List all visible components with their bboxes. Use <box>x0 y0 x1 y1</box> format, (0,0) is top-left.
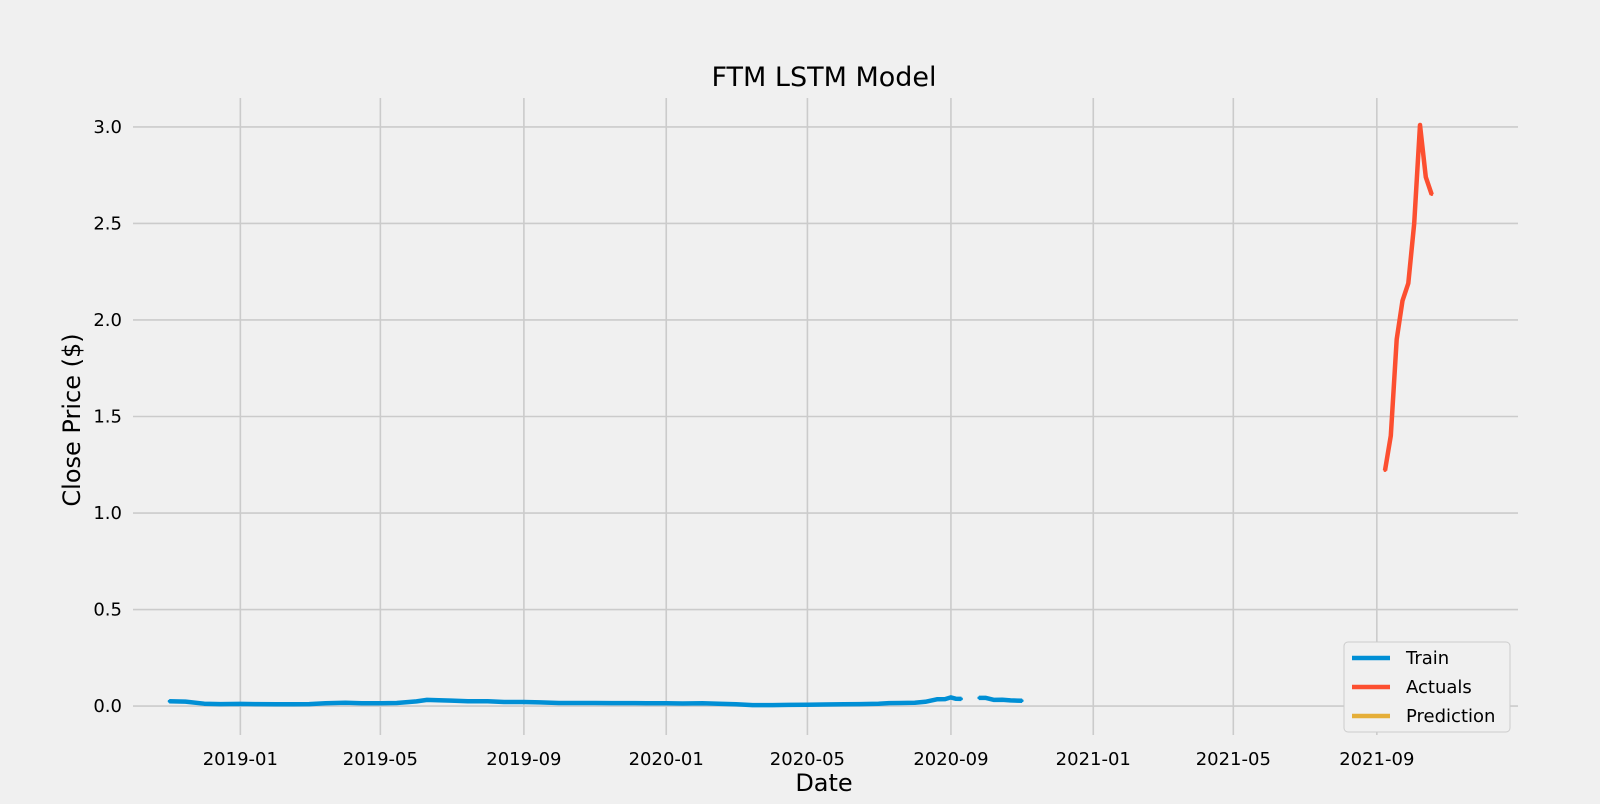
actuals-data-point <box>1430 193 1434 196</box>
train-data-point <box>360 701 364 705</box>
train-data-point <box>770 703 774 707</box>
y-tick-label: 3.0 <box>93 117 122 138</box>
y-tick-label: 0.0 <box>93 696 122 717</box>
train-data-point <box>466 699 470 703</box>
x-tick-label: 2020-09 <box>913 749 988 770</box>
actuals-data-point <box>1418 123 1422 127</box>
actuals-legend-label: Actuals <box>1406 677 1472 698</box>
train-data-point <box>949 695 953 699</box>
x-tick-label: 2021-01 <box>1056 749 1131 770</box>
train-data-point <box>842 702 846 706</box>
train-data-point <box>681 702 685 705</box>
train-data-point <box>291 702 295 706</box>
train-data-point <box>378 701 382 705</box>
actuals-data-point <box>1412 222 1416 225</box>
train-data-point <box>425 698 429 702</box>
y-tick-label: 1.0 <box>93 503 122 524</box>
train-data-point <box>984 696 988 700</box>
train-data-point <box>167 699 171 703</box>
train-data-point <box>1020 699 1024 703</box>
series-lines <box>167 122 1434 708</box>
x-axis-label: Date <box>795 769 852 797</box>
train-data-point <box>557 701 561 705</box>
train-data-point <box>538 700 542 704</box>
y-tick-label: 2.0 <box>93 310 122 331</box>
x-tick-label: 2019-01 <box>203 749 278 770</box>
train-data-point <box>609 701 613 705</box>
actuals-data-point <box>1401 299 1404 303</box>
train-data-point <box>822 703 826 706</box>
train-data-point <box>275 702 278 706</box>
tick-labels: 2019-01 2019-05 2019-09 2020-01 2020-05 2020-… <box>93 117 1414 770</box>
y-axis-label: Close Price ($) <box>58 333 86 506</box>
legend-box <box>1343 641 1511 733</box>
actuals-data-point <box>1383 469 1387 472</box>
train-data-point <box>486 699 490 703</box>
train-data-point <box>395 701 399 705</box>
train-data-point <box>324 701 327 705</box>
train-data-point <box>415 699 418 703</box>
train-data-point <box>858 702 862 706</box>
actuals-data-point <box>1424 175 1428 179</box>
train-data-point <box>943 697 947 701</box>
y-tick-label: 0.5 <box>93 600 122 621</box>
train-data-point <box>343 701 347 705</box>
x-tick-label: 2019-09 <box>486 749 561 770</box>
train-data-point <box>573 701 577 705</box>
actuals-data-point <box>1406 281 1410 285</box>
x-tick-label: 2021-09 <box>1339 749 1414 770</box>
train-data-point <box>923 700 927 704</box>
legend: Train Actuals Prediction <box>1343 641 1511 733</box>
train-data-point <box>450 699 453 703</box>
train-data-point <box>664 701 668 705</box>
chart-title: FTM LSTM Model <box>711 62 936 93</box>
train-data-point <box>717 702 721 706</box>
train-data-point <box>202 702 206 706</box>
train-data-point <box>522 700 526 704</box>
train-data-point <box>977 696 981 700</box>
train-data-point <box>992 698 996 702</box>
train-data-point <box>787 703 791 707</box>
x-tick-label: 2020-01 <box>629 749 704 770</box>
train-data-point <box>219 702 222 706</box>
train-data-point <box>1000 698 1004 702</box>
prediction-legend-label: Prediction <box>1406 706 1495 727</box>
train-data-point <box>734 702 738 706</box>
x-tick-label: 2021-05 <box>1196 749 1271 770</box>
train-data-point <box>887 701 891 705</box>
train-data-point <box>437 698 441 702</box>
train-data-point <box>877 702 881 706</box>
train-data-point <box>751 703 755 707</box>
actuals-data-point <box>1395 337 1399 341</box>
train-data-point <box>899 701 903 705</box>
train-data-point <box>628 701 632 705</box>
train-data-point <box>502 700 506 704</box>
train-data-point <box>307 702 311 706</box>
train-data-point <box>954 697 958 701</box>
train-data-point <box>805 703 809 707</box>
train-data-point <box>959 697 963 701</box>
train-data-point <box>700 701 704 705</box>
x-tick-label: 2020-05 <box>770 749 845 770</box>
train-data-point <box>1008 698 1012 702</box>
train-data-point <box>238 702 242 706</box>
train-data-point <box>913 701 917 705</box>
train-data-point <box>255 702 259 706</box>
actuals-data-point <box>1389 434 1393 438</box>
y-tick-label: 1.5 <box>93 407 122 428</box>
train-data-point <box>935 697 939 701</box>
y-tick-label: 2.5 <box>93 213 122 234</box>
x-tick-label: 2019-05 <box>343 749 418 770</box>
train-data-point <box>644 701 648 705</box>
train-legend-label: Train <box>1405 648 1449 669</box>
train-data-point <box>593 701 597 705</box>
train-data-point <box>184 700 187 704</box>
